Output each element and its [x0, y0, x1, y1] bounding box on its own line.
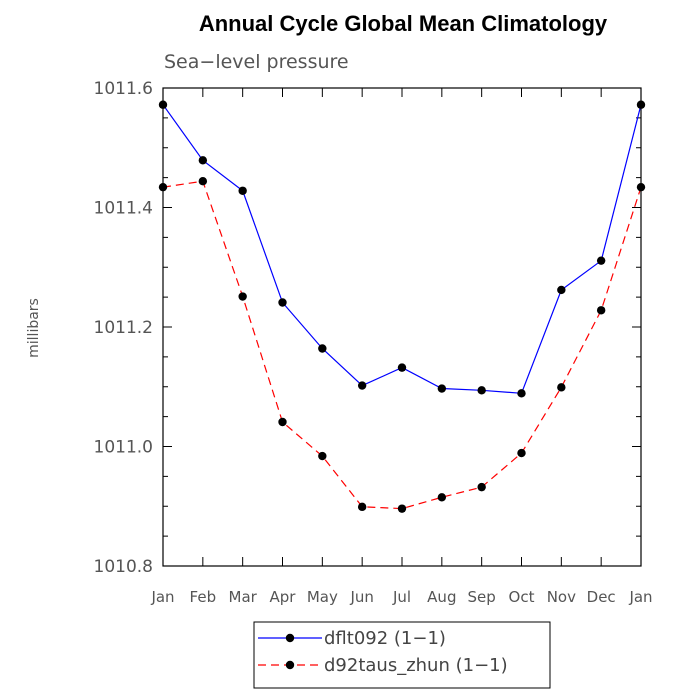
legend-marker — [285, 633, 295, 643]
data-point — [158, 182, 168, 192]
series-1 — [158, 100, 646, 398]
legend-marker — [285, 660, 295, 670]
y-axis-label: millibars — [26, 298, 42, 358]
data-point — [278, 298, 287, 307]
legend-label: dflt092 (1−1) — [324, 628, 446, 649]
legend: dflt092 (1−1) d92taus_zhun (1−1) — [253, 621, 551, 689]
data-point — [557, 285, 566, 295]
data-point — [198, 156, 208, 165]
data-point — [596, 306, 606, 315]
x-tick-label: Apr — [270, 588, 297, 606]
x-tick-label: Mar — [229, 588, 258, 606]
data-point — [557, 383, 566, 392]
y-tick-label: 1011.2 — [94, 318, 153, 338]
x-tick-label: Dec — [587, 588, 616, 606]
data-point — [357, 502, 367, 512]
data-point — [357, 381, 367, 390]
x-tick-label: Oct — [509, 588, 535, 606]
chart-subtitle: Sea−level pressure — [164, 51, 349, 73]
series-2 — [158, 177, 646, 513]
x-tick-label: Jul — [392, 588, 411, 606]
data-point — [477, 386, 486, 395]
data-point — [198, 177, 208, 186]
series-line — [162, 104, 642, 394]
x-tick-label: Nov — [547, 588, 576, 606]
data-point — [437, 384, 447, 393]
y-tick-label: 1011.6 — [94, 79, 153, 99]
series-line — [162, 180, 642, 510]
data-point — [278, 417, 287, 427]
plot-frame — [162, 87, 642, 567]
legend-label: d92taus_zhun (1−1) — [324, 655, 508, 676]
data-point — [158, 100, 168, 109]
series-layer — [158, 100, 646, 513]
x-tick-label: Feb — [190, 588, 217, 606]
y-tick-label: 1011.0 — [94, 438, 153, 458]
y-tick-label: 1011.4 — [94, 199, 153, 219]
x-tick-label: Aug — [427, 588, 456, 606]
data-point — [636, 100, 646, 109]
x-tick-label: Jan — [150, 588, 174, 606]
y-tick-label: 1010.8 — [94, 557, 153, 577]
axes: 1010.8 1011.0 1011.2 1011.4 1011.6 Jan Feb Mar A… — [94, 79, 653, 606]
x-tick-label: May — [307, 588, 338, 606]
data-point — [318, 451, 327, 461]
x-tick-label: Jun — [349, 588, 373, 606]
data-point — [517, 448, 526, 458]
chart-title: Annual Cycle Global Mean Climatology — [199, 11, 608, 36]
legend-box — [253, 621, 551, 689]
x-tick-label: Sep — [468, 588, 496, 606]
x-tick-label: Jan — [628, 588, 652, 606]
data-point — [477, 482, 486, 492]
data-point — [318, 344, 327, 353]
data-point — [636, 182, 646, 192]
data-point — [596, 256, 606, 265]
data-point — [437, 493, 447, 502]
data-point — [238, 292, 247, 301]
data-point — [238, 186, 247, 195]
data-point — [397, 363, 407, 372]
data-point — [517, 389, 526, 398]
data-point — [397, 504, 407, 513]
